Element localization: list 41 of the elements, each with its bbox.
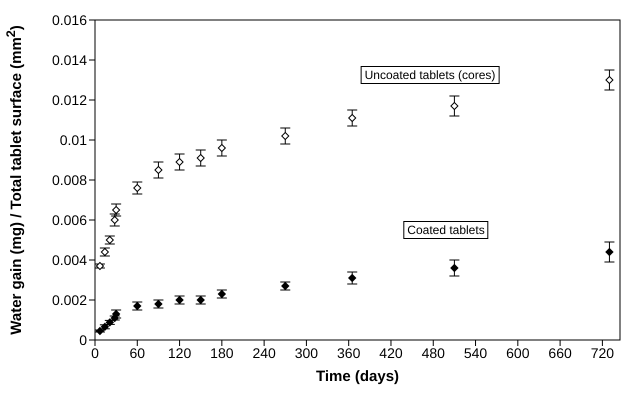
- y-tick-label: 0.002: [52, 292, 88, 308]
- point: [450, 264, 458, 272]
- annotation: Coated tablets: [403, 221, 489, 239]
- x-tick-label: 300: [294, 344, 318, 361]
- point: [110, 216, 119, 224]
- y-tick-label: 0: [79, 332, 88, 348]
- annotation: Uncoated tablets (cores): [360, 66, 500, 84]
- x-tick-label: 0: [91, 344, 100, 361]
- x-tick-label: 120: [168, 344, 192, 361]
- x-tick-label: 420: [379, 344, 403, 361]
- x-tick-label: 360: [337, 344, 361, 361]
- y-tick-label: 0.006: [52, 212, 88, 228]
- point: [154, 166, 162, 174]
- x-tick-label: 480: [422, 344, 446, 361]
- point: [605, 76, 614, 84]
- x-tick-label: 720: [590, 344, 614, 361]
- x-tick-label: 180: [210, 344, 234, 361]
- point: [96, 327, 104, 335]
- y-tick-label: 0.004: [52, 252, 88, 268]
- x-tick-label: 660: [548, 344, 572, 361]
- y-tick-label: 0.016: [52, 12, 88, 28]
- point: [348, 114, 356, 122]
- y-tick-label: 0.014: [52, 52, 88, 68]
- point: [133, 184, 142, 192]
- x-tick-label: 60: [129, 344, 146, 361]
- point: [112, 206, 120, 214]
- y-tick-label: 0.008: [52, 172, 88, 188]
- point: [96, 262, 104, 270]
- point: [196, 154, 205, 162]
- point: [176, 158, 184, 166]
- x-tick-label: 600: [506, 344, 530, 361]
- point: [348, 274, 356, 282]
- x-axis-title: Time (days): [316, 368, 400, 385]
- y-tick-label: 0.012: [52, 92, 88, 108]
- x-tick-label: 240: [252, 344, 276, 361]
- point: [450, 102, 458, 110]
- point: [281, 132, 290, 140]
- y-tick-label: 0.01: [60, 132, 88, 148]
- point: [605, 248, 614, 256]
- x-tick-label: 540: [464, 344, 488, 361]
- point: [218, 144, 226, 152]
